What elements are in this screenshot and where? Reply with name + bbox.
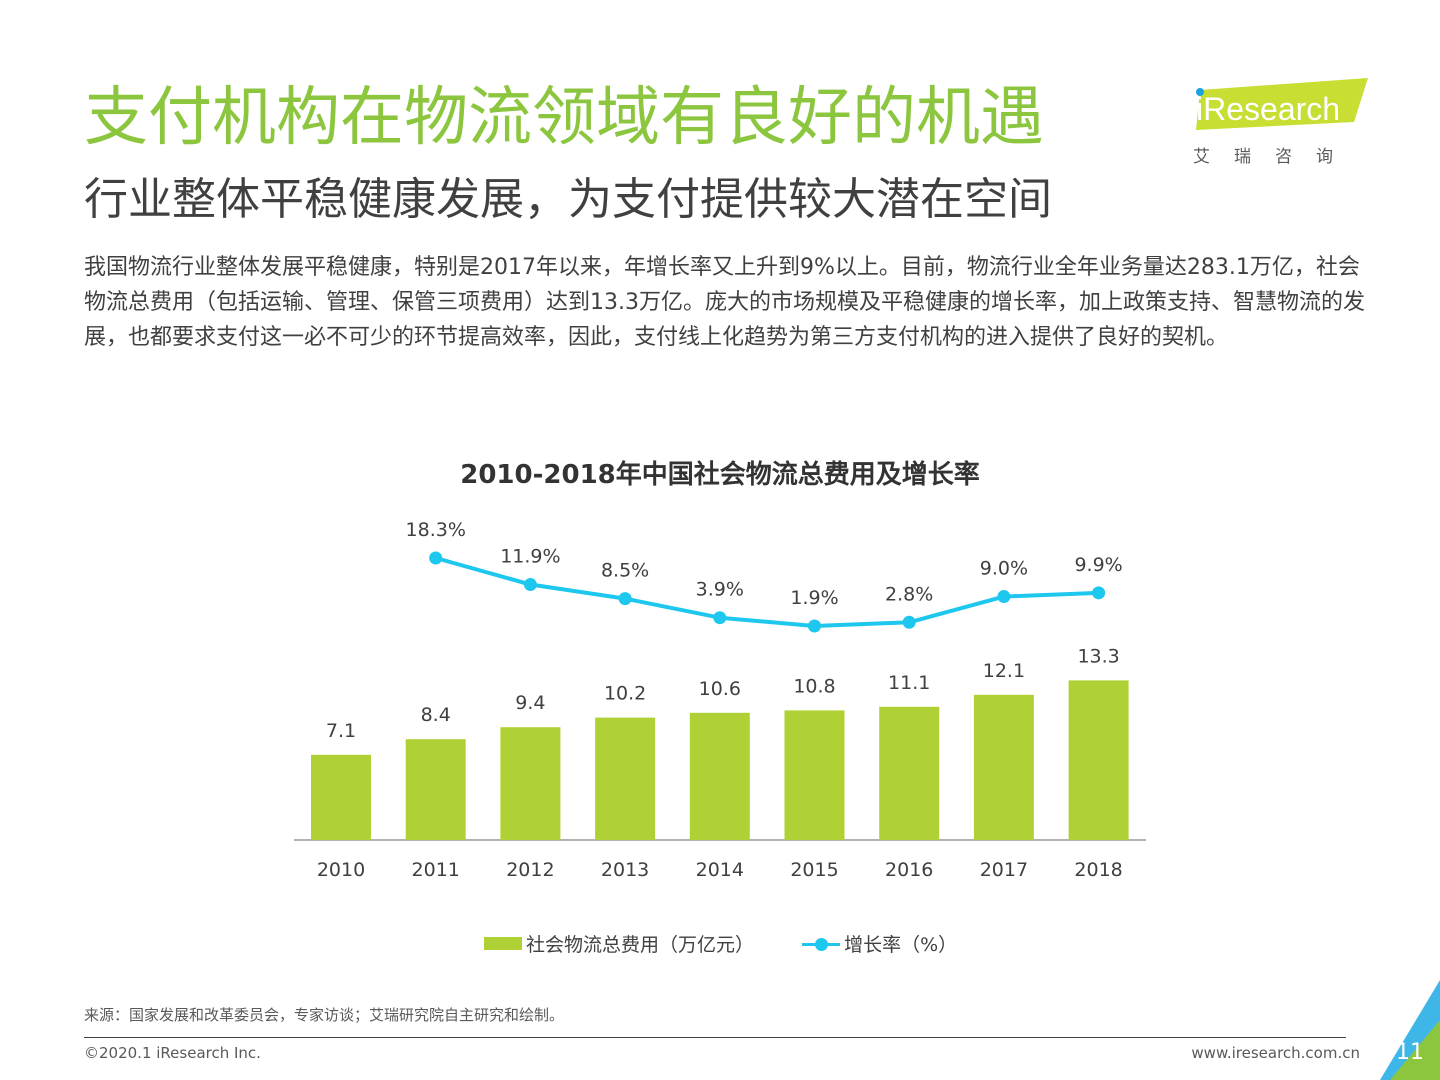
x-tick-2018: 2018 bbox=[1074, 859, 1122, 881]
bar-label-2015: 10.8 bbox=[793, 675, 835, 697]
growth-point-2014 bbox=[713, 611, 727, 625]
bar-label-2012: 9.4 bbox=[515, 692, 545, 714]
legend-label-cost: 社会物流总费用（万亿元） bbox=[526, 934, 755, 956]
growth-label-2018: 9.9% bbox=[1074, 554, 1122, 576]
bar-label-2014: 10.6 bbox=[699, 678, 741, 700]
combo-chart: 7.1 2010 8.4 2011 9.4 2012 10.2 2013 10.6 2014 10.… bbox=[294, 519, 1146, 881]
legend-item-cost: 社会物流总费用（万亿元） bbox=[484, 930, 754, 957]
bar-label-2010: 7.1 bbox=[326, 720, 356, 742]
bar-2010 bbox=[311, 754, 371, 840]
growth-point-2013 bbox=[618, 592, 632, 606]
x-tick-2010: 2010 bbox=[317, 859, 365, 881]
growth-label-2014: 3.9% bbox=[696, 579, 744, 601]
bar-2015 bbox=[784, 710, 845, 840]
growth-label-2017: 9.0% bbox=[980, 558, 1028, 580]
growth-point-2018 bbox=[1092, 586, 1106, 600]
bar-2011 bbox=[405, 739, 466, 840]
chart-title: 2010-2018年中国社会物流总费用及增长率 bbox=[460, 460, 980, 490]
source-note: 来源：国家发展和改革委员会，专家访谈；艾瑞研究院自主研究和绘制。 bbox=[84, 1006, 565, 1024]
bar-2013 bbox=[595, 717, 656, 840]
x-tick-2016: 2016 bbox=[885, 859, 933, 881]
bar-label-2017: 12.1 bbox=[983, 660, 1025, 682]
x-tick-2014: 2014 bbox=[696, 859, 744, 881]
growth-label-2011: 18.3% bbox=[406, 519, 466, 541]
page-subtitle: 行业整体平稳健康发展，为支付提供较大潜在空间 bbox=[84, 174, 1052, 225]
footer-divider bbox=[84, 1037, 1346, 1038]
iresearch-logo: iResearch bbox=[1196, 78, 1368, 130]
growth-point-2016 bbox=[902, 615, 916, 629]
growth-point-2015 bbox=[808, 619, 821, 633]
bar-2018 bbox=[1068, 680, 1129, 840]
bar-label-2013: 10.2 bbox=[604, 683, 646, 705]
x-tick-2015: 2015 bbox=[790, 859, 838, 881]
growth-label-2016: 2.8% bbox=[885, 583, 933, 605]
bar-label-2016: 11.1 bbox=[888, 672, 930, 694]
legend-label-growth: 增长率（%） bbox=[844, 934, 958, 956]
bar-2012 bbox=[500, 727, 561, 840]
growth-point-2017 bbox=[997, 590, 1011, 604]
page-number: 11 bbox=[1396, 1040, 1424, 1065]
growth-point-2011 bbox=[429, 551, 443, 565]
body-paragraph: 我国物流行业整体发展平稳健康，特别是2017年以来，年增长率又上升到9%以上。目… bbox=[84, 255, 1365, 350]
chart-legend: 社会物流总费用（万亿元） 增长率（%） bbox=[484, 930, 957, 957]
x-tick-2011: 2011 bbox=[412, 859, 460, 881]
svg-text:iResearch: iResearch bbox=[1196, 91, 1340, 127]
growth-point-2012 bbox=[523, 578, 537, 592]
growth-label-2013: 8.5% bbox=[601, 560, 649, 582]
growth-label-2015: 1.9% bbox=[790, 587, 838, 609]
legend-item-growth: 增长率（%） bbox=[760, 930, 957, 957]
bar-label-2011: 8.4 bbox=[421, 704, 451, 726]
growth-line bbox=[435, 556, 1099, 628]
copyright: ©2020.1 iResearch Inc. bbox=[84, 1044, 261, 1062]
x-tick-2012: 2012 bbox=[506, 859, 554, 881]
logo-subtitle: 艾瑞咨询 bbox=[1193, 147, 1357, 167]
bar-2017 bbox=[973, 694, 1034, 840]
legend-bar-swatch bbox=[484, 937, 522, 950]
page-title: 支付机构在物流领域有良好的机遇 bbox=[84, 81, 1044, 155]
bar-2016 bbox=[879, 706, 940, 840]
legend-line-swatch bbox=[802, 937, 841, 951]
bar-label-2018: 13.3 bbox=[1077, 645, 1119, 667]
website-link[interactable]: www.iresearch.com.cn bbox=[1191, 1044, 1360, 1062]
bar-2014 bbox=[689, 712, 750, 840]
x-tick-2017: 2017 bbox=[980, 859, 1028, 881]
growth-label-2012: 11.9% bbox=[500, 546, 560, 568]
corner-decoration bbox=[1380, 980, 1440, 1080]
x-tick-2013: 2013 bbox=[601, 859, 649, 881]
